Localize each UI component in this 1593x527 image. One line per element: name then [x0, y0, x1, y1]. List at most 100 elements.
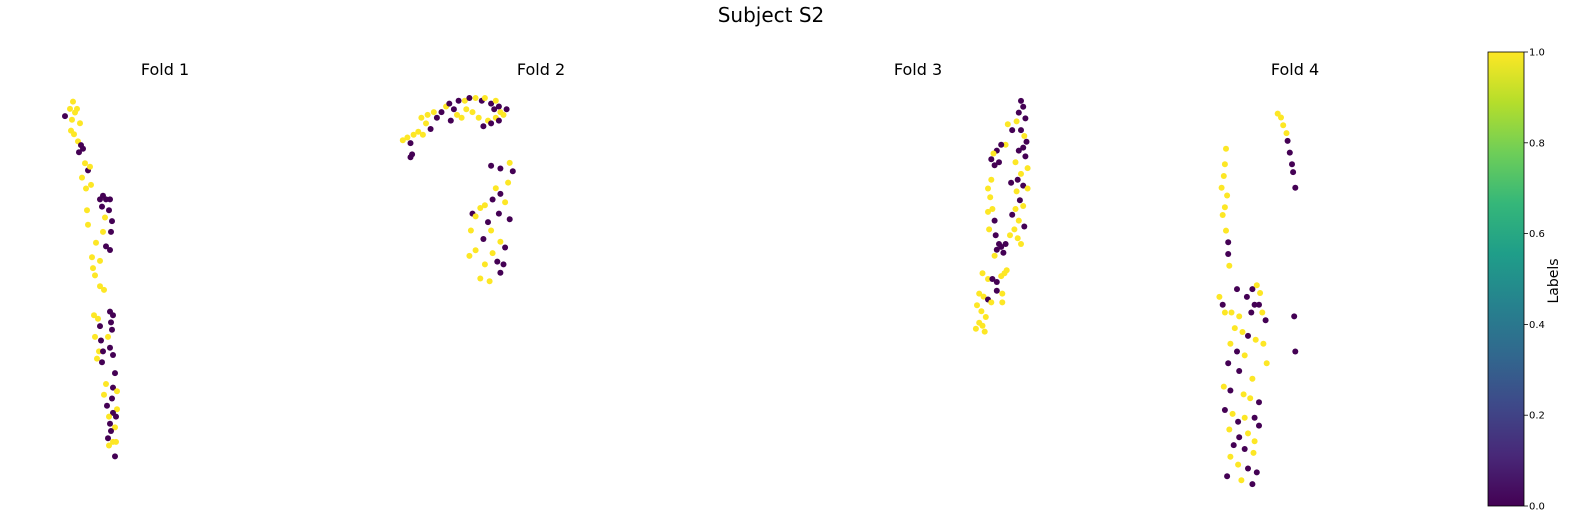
scatter-point	[1286, 149, 1293, 156]
scatter-point	[988, 156, 995, 163]
scatter-point	[1000, 249, 1007, 256]
colorbar-label: Labels	[1546, 258, 1562, 303]
scatter-point	[993, 279, 1000, 285]
scatter-point	[1220, 173, 1227, 179]
scatter-point	[1020, 103, 1027, 110]
scatter-point	[1219, 212, 1226, 218]
scatter-point	[101, 286, 107, 293]
scatter-point	[988, 299, 995, 306]
figure-title: Subject S2	[718, 3, 825, 27]
scatter-point	[475, 114, 482, 121]
scatter-point	[108, 228, 114, 235]
scatter-point	[1235, 461, 1242, 468]
scatter-point	[492, 97, 499, 104]
scatter-point	[1004, 121, 1011, 128]
scatter-point	[410, 131, 417, 138]
scatter-point	[506, 159, 513, 166]
scatter-point	[1250, 449, 1257, 456]
scatter-point	[497, 269, 504, 276]
scatter-point	[1002, 141, 1009, 148]
scatter-point	[974, 302, 980, 309]
scatter-point	[1247, 395, 1254, 402]
scatter-point	[979, 322, 986, 329]
scatter-point	[992, 232, 999, 239]
scatter-point	[1013, 188, 1020, 195]
scatter-point	[97, 323, 103, 330]
scatter-point	[991, 217, 998, 224]
scatter-point	[489, 196, 496, 203]
panel-fold-3: Fold 3	[894, 60, 1031, 335]
scatter-point	[106, 207, 112, 214]
scatter-point	[1291, 313, 1298, 320]
scatter-point	[494, 258, 501, 265]
scatter-point	[1020, 144, 1027, 151]
scatter-point	[1249, 286, 1256, 293]
scatter-point	[1013, 118, 1020, 125]
scatter-point	[1236, 368, 1243, 374]
scatter-point	[108, 319, 114, 326]
scatter-point	[1020, 203, 1027, 209]
colorbar-tick-label: 0.0	[1529, 502, 1545, 513]
scatter-point	[430, 109, 437, 116]
colorbar-tick-label: 0.8	[1529, 138, 1545, 149]
scatter-point	[1231, 325, 1238, 332]
scatter-point	[1239, 329, 1246, 335]
scatter-point	[1253, 282, 1260, 289]
scatter-point	[103, 243, 109, 250]
scatter-point	[1024, 185, 1031, 192]
scatter-point	[113, 413, 119, 420]
scatter-point	[996, 241, 1002, 247]
scatter-point	[481, 95, 488, 101]
scatter-point	[98, 337, 104, 344]
scatter-point	[114, 406, 120, 413]
scatter-point	[424, 111, 431, 118]
scatter-point	[1022, 115, 1029, 122]
scatter-point	[495, 103, 502, 110]
scatter-point	[76, 149, 82, 156]
scatter-point	[1223, 145, 1229, 152]
scatter-point	[509, 168, 516, 175]
scatter-point	[89, 254, 95, 261]
scatter-point	[423, 120, 429, 127]
scatter-point	[1256, 399, 1262, 406]
scatter-point	[993, 246, 1000, 253]
scatter-point	[87, 163, 93, 170]
scatter-point	[1292, 184, 1299, 191]
scatter-point	[1236, 313, 1243, 320]
scatter-point	[480, 236, 487, 242]
scatter-point	[492, 185, 499, 192]
scatter-point	[461, 97, 468, 104]
scatter-point	[1284, 137, 1291, 144]
panel-title: Fold 3	[894, 60, 942, 79]
colorbar-tick-label: 0.4	[1529, 320, 1545, 331]
scatter-point	[1008, 179, 1015, 186]
scatter-point	[1014, 176, 1021, 183]
scatter-point	[1257, 290, 1264, 296]
scatter-point	[502, 199, 509, 206]
scatter-point	[489, 250, 496, 257]
scatter-point	[1227, 453, 1234, 460]
scatter-point	[112, 453, 118, 460]
scatter-point	[1290, 169, 1297, 176]
scatter-point	[488, 120, 495, 127]
scatter-point	[1007, 232, 1013, 239]
scatter-point	[497, 238, 504, 245]
scatter-point	[80, 145, 86, 152]
panel-fold-2: Fold 2	[399, 60, 565, 285]
scatter-point	[985, 208, 991, 215]
scatter-point	[991, 162, 998, 169]
colorbar-tick-label: 0.6	[1529, 229, 1545, 240]
scatter-point	[419, 131, 426, 138]
scatter-point	[1020, 182, 1027, 189]
scatter-point	[1003, 267, 1010, 274]
scatter-point	[1011, 226, 1018, 233]
scatter-point	[447, 117, 454, 124]
scatter-point	[112, 370, 118, 377]
scatter-point	[105, 435, 111, 442]
scatter-point	[1241, 414, 1248, 421]
scatter-point	[1256, 422, 1262, 429]
scatter-point	[497, 190, 504, 197]
scatter-point	[1009, 211, 1016, 218]
scatter-point	[101, 391, 107, 398]
scatter-point	[497, 109, 504, 116]
